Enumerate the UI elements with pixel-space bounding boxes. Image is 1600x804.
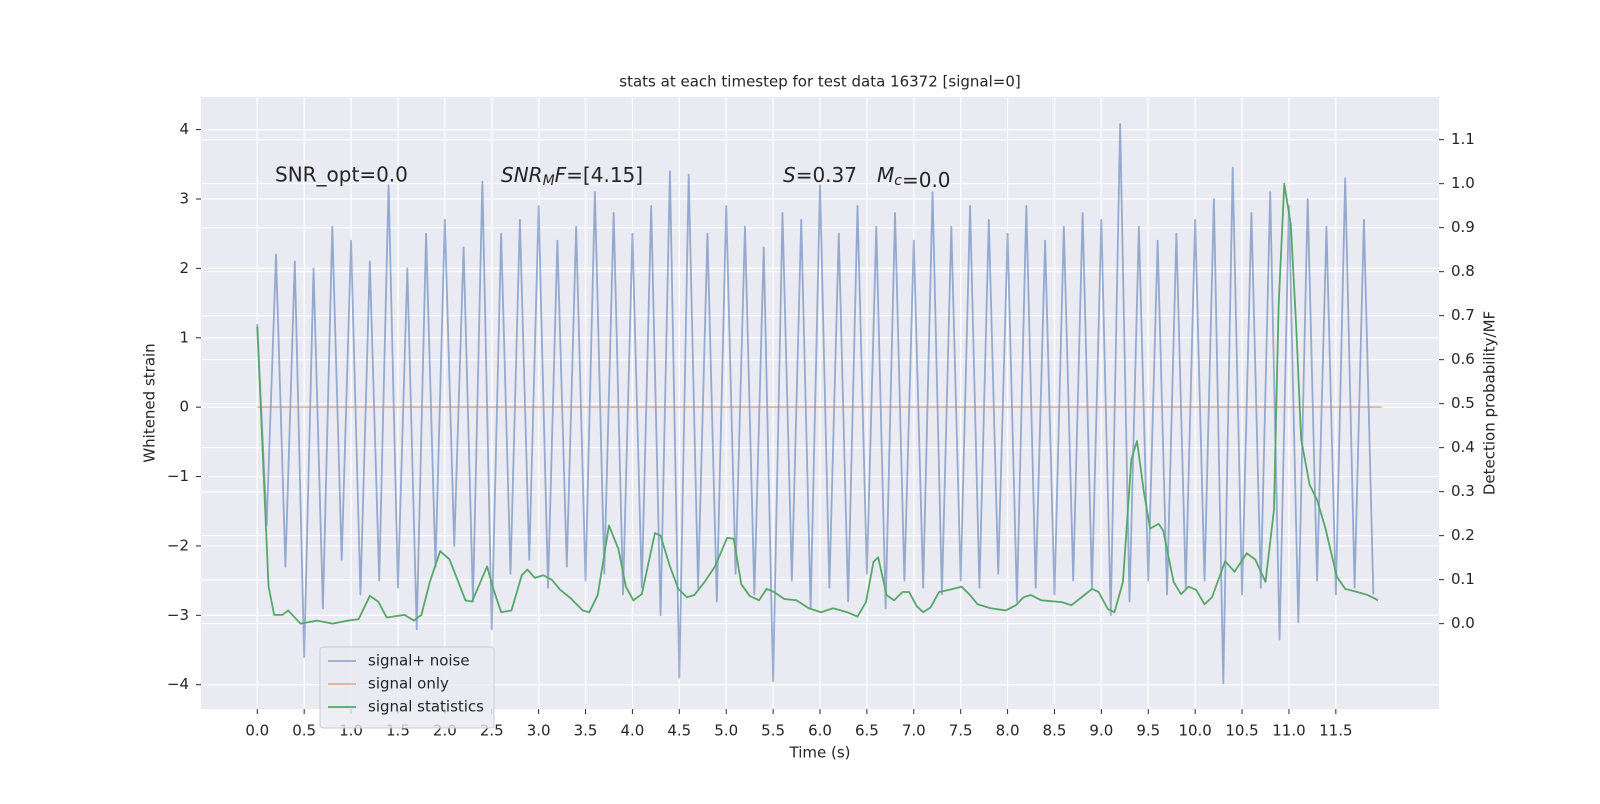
- x-tick-label: 9.5: [1136, 722, 1160, 740]
- legend-label: signal only: [368, 675, 449, 693]
- y2-tick-label: 1.0: [1451, 174, 1475, 192]
- legend-label: signal statistics: [368, 698, 484, 716]
- y-tick-label: −1: [167, 467, 189, 485]
- annotation: Mc=0.0: [877, 163, 951, 192]
- y-tick-label: 0: [179, 398, 189, 416]
- x-tick-label: 6.0: [808, 722, 832, 740]
- annotation: SNRMF=[4.15]: [501, 163, 643, 190]
- y2-tick-label: 0.9: [1451, 218, 1475, 236]
- x-tick-label: 8.5: [1043, 722, 1067, 740]
- y-tick-label: −4: [167, 675, 189, 693]
- y2-tick-label: 0.8: [1451, 262, 1475, 280]
- y-tick-label: −2: [167, 536, 189, 554]
- y2-tick-label: 0.2: [1451, 526, 1475, 544]
- x-tick-label: 10.0: [1178, 722, 1211, 740]
- legend-label: signal+ noise: [368, 652, 470, 670]
- x-tick-label: 3.5: [574, 722, 598, 740]
- y-tick-label: 3: [179, 190, 189, 208]
- y-axis-label: Whitened strain: [141, 343, 159, 462]
- y-tick-label: −3: [167, 606, 189, 624]
- y2-tick-label: 0.3: [1451, 482, 1475, 500]
- x-tick-label: 5.0: [714, 722, 738, 740]
- annotation: S=0.37: [783, 163, 857, 187]
- x-tick-label: 11.5: [1319, 722, 1352, 740]
- y2-axis-label: Detection probability/MF: [1481, 311, 1499, 495]
- x-tick-label: 9.0: [1089, 722, 1113, 740]
- series-line: [256, 182, 1379, 625]
- x-tick-label: 0.5: [292, 722, 316, 740]
- x-axis-label: Time (s): [789, 744, 851, 762]
- x-tick-label: 6.5: [855, 722, 879, 740]
- legend-box: [319, 646, 495, 729]
- x-tick-label: 5.5: [761, 722, 785, 740]
- y-tick-label: 4: [179, 120, 189, 138]
- y2-tick-label: 0.5: [1451, 394, 1475, 412]
- x-tick-label: 7.0: [902, 722, 926, 740]
- y2-tick-label: 0.1: [1451, 570, 1475, 588]
- y2-tick-label: 0.0: [1451, 614, 1475, 632]
- y2-tick-label: 0.7: [1451, 306, 1475, 324]
- annotation: SNR_opt=0.0: [275, 163, 408, 187]
- series-line: [256, 123, 1375, 685]
- y-tick-label: 1: [179, 328, 189, 346]
- y2-tick-label: 1.1: [1451, 130, 1475, 148]
- x-tick-label: 10.5: [1225, 722, 1258, 740]
- y-tick-label: 2: [179, 259, 189, 277]
- x-tick-label: 4.0: [620, 722, 644, 740]
- x-tick-label: 8.0: [996, 722, 1020, 740]
- x-tick-label: 4.5: [667, 722, 691, 740]
- x-tick-label: 7.5: [949, 722, 973, 740]
- x-tick-label: 11.0: [1272, 722, 1305, 740]
- x-tick-label: 3.0: [527, 722, 551, 740]
- chart-title: stats at each timestep for test data 163…: [619, 73, 1020, 91]
- y2-tick-label: 0.4: [1451, 438, 1475, 456]
- y2-tick-label: 0.6: [1451, 350, 1475, 368]
- x-tick-label: 0.0: [245, 722, 269, 740]
